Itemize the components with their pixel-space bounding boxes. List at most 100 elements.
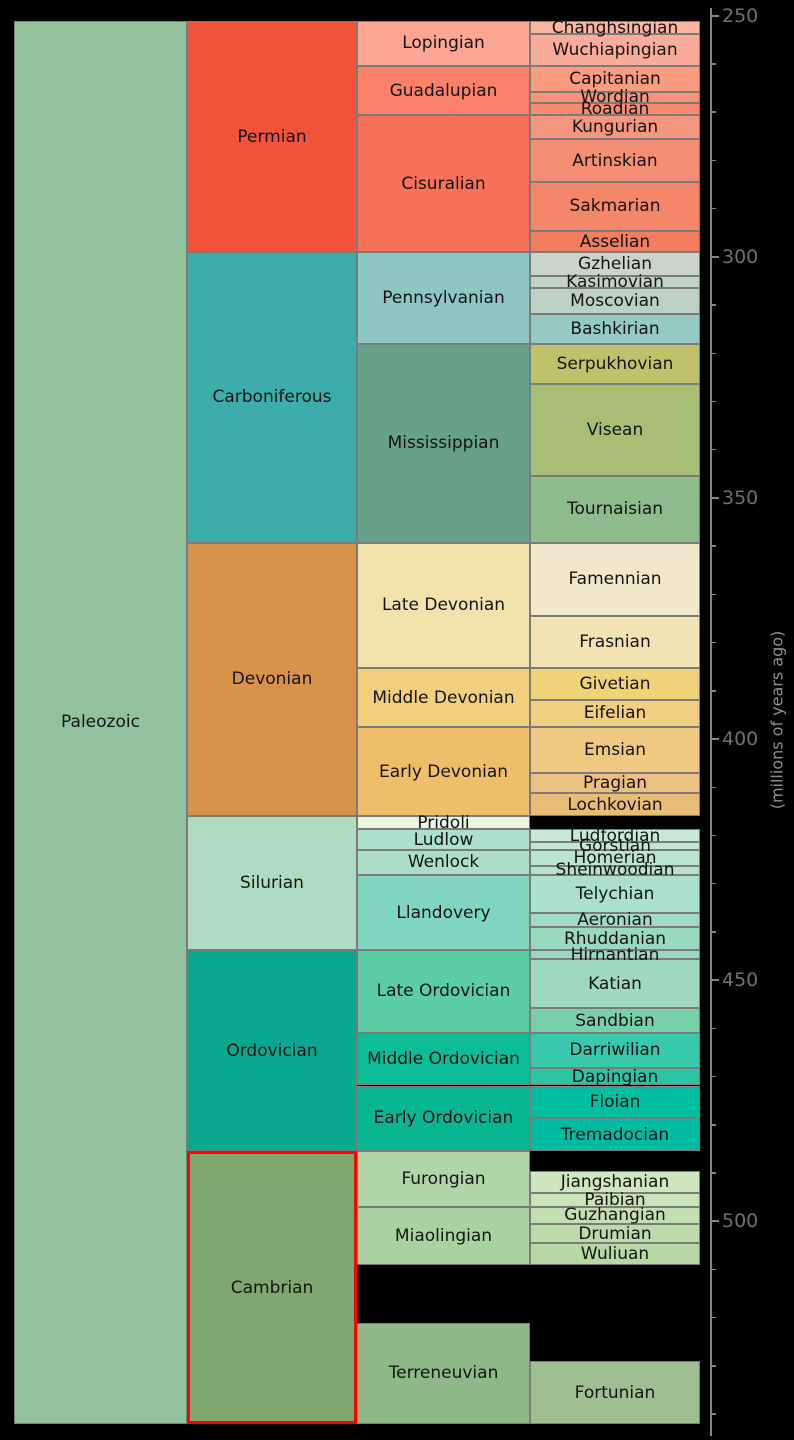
unit-fortunian: Fortunian (530, 1361, 700, 1424)
unit-late-ordovician: Late Ordovician (357, 950, 530, 1033)
y-axis-minor-tick (712, 1316, 716, 1319)
unit-llandovery: Llandovery (357, 875, 530, 950)
unit-label: Aeronian (577, 910, 653, 931)
y-axis-minor-tick (712, 641, 716, 644)
unit-label: Sakmarian (569, 196, 661, 217)
unit-label: Famennian (568, 569, 662, 590)
y-axis-major-tick (712, 979, 719, 982)
unit-label: Dapingian (571, 1066, 659, 1087)
unit-label: Carboniferous (212, 387, 332, 408)
y-axis-minor-tick (712, 1268, 716, 1271)
unit-serpukhovian: Serpukhovian (530, 344, 700, 385)
unit-label: Floian (589, 1091, 641, 1112)
y-axis-tick-label: 500 (722, 1210, 759, 1233)
unit-rhuddanian: Rhuddanian (530, 927, 700, 950)
unit-label: Ordovician (226, 1040, 318, 1061)
unit-wenlock: Wenlock (357, 849, 530, 876)
unit-label: Bashkirian (570, 318, 660, 339)
unit-label: Frasnian (579, 632, 651, 653)
unit-visean: Visean (530, 384, 700, 476)
unit-middle-ordovician: Middle Ordovician (357, 1032, 530, 1086)
y-axis-minor-tick (712, 690, 716, 692)
unit-dapingian: Dapingian (530, 1066, 700, 1087)
unit-devonian: Devonian (187, 542, 357, 817)
unit-label: Roadian (580, 99, 650, 120)
unit-miaolingian: Miaolingian (357, 1207, 530, 1265)
unit-label: Visean (586, 419, 644, 440)
unit-pragian: Pragian (530, 773, 700, 794)
unit-ludfordian: Ludfordian (530, 826, 700, 846)
y-axis-tick-label: 250 (722, 5, 759, 27)
y-axis-tick-label: 350 (722, 487, 759, 510)
unit-label: Lopingian (402, 33, 485, 54)
unit-label: Gorstian (578, 835, 651, 856)
y-axis-minor-tick (712, 352, 716, 355)
unit-label: Guzhangian (564, 1205, 666, 1226)
unit-label: Wuchiapingian (552, 40, 678, 61)
unit-mississippian: Mississippian (357, 344, 530, 543)
y-axis-minor-tick (712, 1365, 716, 1367)
unit-hirnantian: Hirnantian (530, 945, 700, 965)
unit-wordian: Wordian (530, 87, 700, 107)
unit-label: Rhuddanian (563, 928, 667, 949)
unit-tournaisian: Tournaisian (530, 475, 700, 543)
unit-silurian: Silurian (187, 816, 357, 950)
unit-tremadocian: Tremadocian (530, 1118, 700, 1152)
unit-artinskian: Artinskian (530, 139, 700, 182)
y-axis-title: (millions of years ago) (767, 630, 787, 810)
unit-label: Changhsingian (551, 17, 679, 38)
unit-label: Kungurian (571, 117, 659, 138)
y-axis-minor-tick (712, 159, 716, 162)
unit-label: Middle Ordovician (367, 1049, 520, 1070)
unit-label: Early Ordovician (373, 1108, 514, 1129)
unit-label: Mississippian (387, 433, 500, 454)
unit-label: Ludfordian (569, 825, 661, 846)
y-axis-major-tick (712, 738, 719, 741)
unit-label: Furongian (401, 1169, 486, 1190)
unit-label: Emsian (583, 740, 647, 761)
y-axis-minor-tick (712, 207, 716, 210)
unit-late-devonian: Late Devonian (357, 542, 530, 669)
unit-label: Tournaisian (566, 499, 664, 520)
unit-label: Capitanian (569, 69, 661, 90)
unit-kasimovian: Kasimovian (530, 272, 700, 292)
unit-famennian: Famennian (530, 542, 700, 617)
unit-aeronian: Aeronian (530, 910, 700, 931)
y-axis-minor-tick (712, 448, 716, 451)
unit-label: Homerian (573, 847, 657, 868)
unit-paibian: Paibian (530, 1190, 700, 1210)
unit-wuchiapingian: Wuchiapingian (530, 34, 700, 67)
y-axis-tick-label: 400 (722, 728, 759, 751)
unit-middle-devonian: Middle Devonian (357, 668, 530, 728)
unit-givetian: Givetian (530, 668, 700, 700)
unit-katian: Katian (530, 959, 700, 1009)
y-axis-minor-tick (712, 400, 716, 403)
unit-label: Permian (237, 126, 307, 147)
y-axis-major-tick (712, 1220, 719, 1223)
unit-permian: Permian (187, 20, 357, 253)
unit-label: Lochkovian (567, 794, 663, 815)
unit-label: Wenlock (407, 852, 480, 873)
unit-label: Terreneuvian (388, 1363, 499, 1384)
unit-label: Artinskian (572, 150, 658, 171)
unit-label: Silurian (240, 873, 304, 894)
unit-label: Moscovian (570, 290, 660, 311)
y-axis-minor-tick (712, 882, 716, 885)
unit-homerian: Homerian (530, 847, 700, 868)
unit-moscovian: Moscovian (530, 288, 700, 314)
unit-label: Late Devonian (381, 595, 506, 616)
unit-label: Early Devonian (378, 761, 509, 782)
unit-label: Paleozoic (61, 712, 140, 733)
unit-label: Kasimovian (566, 272, 664, 293)
unit-pridoli: Pridoli (357, 813, 530, 833)
unit-gorstian: Gorstian (530, 836, 700, 856)
unit-emsian: Emsian (530, 727, 700, 774)
unit-label: Middle Devonian (372, 687, 515, 708)
unit-wuliuan: Wuliuan (530, 1243, 700, 1265)
y-axis-major-tick (712, 15, 719, 17)
unit-label: Ludlow (413, 829, 474, 850)
unit-label: Givetian (579, 674, 651, 695)
unit-guzhangian: Guzhangian (530, 1205, 700, 1226)
unit-kungurian: Kungurian (530, 115, 700, 140)
